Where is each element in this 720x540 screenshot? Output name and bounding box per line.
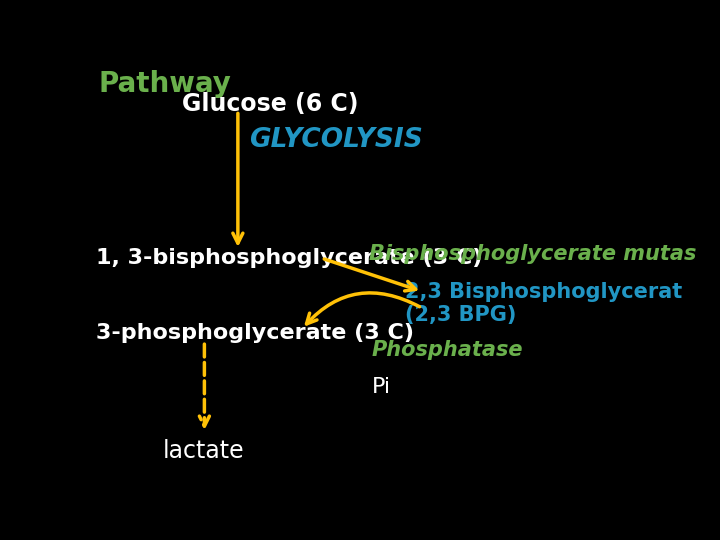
- Text: Pathway: Pathway: [99, 70, 231, 98]
- Text: GLYCOLYSIS: GLYCOLYSIS: [249, 127, 423, 153]
- Text: Phosphatase: Phosphatase: [372, 340, 523, 360]
- Text: 1, 3-bisphosphoglycerate (3 C): 1, 3-bisphosphoglycerate (3 C): [96, 248, 482, 268]
- Text: Pi: Pi: [372, 377, 391, 397]
- Text: Glucose (6 C): Glucose (6 C): [182, 92, 359, 116]
- Text: Bisphosphoglycerate mutas: Bisphosphoglycerate mutas: [369, 244, 696, 264]
- Text: 2,3 Bisphosphoglycerat
(2,3 BPG): 2,3 Bisphosphoglycerat (2,3 BPG): [405, 282, 683, 326]
- Text: 3-phosphoglycerate (3 C): 3-phosphoglycerate (3 C): [96, 323, 413, 343]
- Text: lactate: lactate: [163, 438, 244, 463]
